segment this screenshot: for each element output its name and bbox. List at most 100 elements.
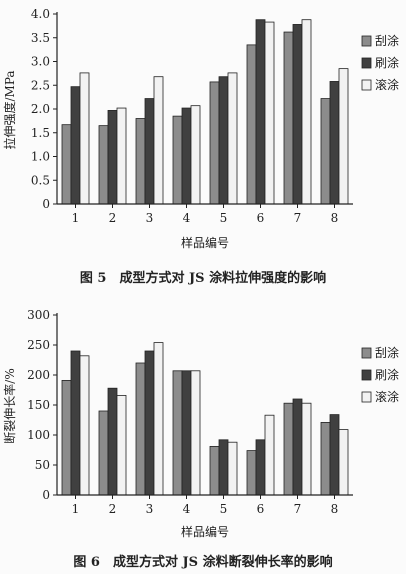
- x-tick-label: 2: [109, 211, 117, 225]
- y-tick-label: 0.5: [31, 173, 50, 187]
- bar-刷涂-8: [329, 414, 340, 496]
- bar-滚涂-7: [301, 402, 312, 496]
- bar-滚涂-8: [338, 68, 349, 205]
- x-tick-label: 8: [331, 502, 339, 516]
- bar-刷涂-4: [181, 107, 192, 205]
- legend-swatch-刷涂: [361, 57, 372, 69]
- bar-刮涂-8: [320, 421, 331, 496]
- bar-刷涂-1: [70, 350, 81, 496]
- bar-刷涂-5: [218, 439, 229, 496]
- bar-刮涂-4: [172, 115, 183, 205]
- bar-刷涂-3: [144, 350, 155, 496]
- y-tick-label: 2.5: [31, 78, 50, 92]
- bar-刮涂-2: [98, 125, 109, 205]
- bar-滚涂-4: [190, 105, 201, 205]
- bar-滚涂-4: [190, 370, 201, 496]
- y-tick-label: 50: [35, 458, 50, 472]
- y-axis-label: 拉伸强度/MPa: [2, 70, 17, 149]
- bar-刮涂-1: [61, 124, 72, 205]
- legend-label-刷涂: 刷涂: [375, 55, 399, 70]
- bar-刮涂-5: [209, 81, 220, 205]
- bar-滚涂-1: [79, 72, 90, 205]
- x-tick-label: 2: [109, 502, 117, 516]
- bar-刮涂-6: [246, 44, 257, 205]
- x-tick-label: 4: [183, 211, 191, 225]
- bar-刮涂-5: [209, 445, 220, 496]
- bar-刮涂-1: [61, 379, 72, 496]
- y-tick-label: 0: [42, 488, 50, 502]
- x-tick-label: 3: [146, 502, 154, 516]
- x-tick-label: 7: [294, 211, 302, 225]
- legend-swatch-滚涂: [361, 79, 372, 91]
- figure-caption: 图 5 成型方式对 JS 涂料拉伸强度的影响: [80, 270, 326, 286]
- x-tick-label: 1: [72, 211, 80, 225]
- bar-刷涂-7: [292, 398, 303, 496]
- bar-刮涂-3: [135, 118, 146, 205]
- bar-刷涂-1: [70, 86, 81, 205]
- x-tick-label: 1: [72, 502, 80, 516]
- y-tick-label: 100: [27, 428, 50, 442]
- legend-label-刮涂: 刮涂: [375, 345, 399, 360]
- legend-label-刷涂: 刷涂: [375, 367, 399, 382]
- y-tick-label: 0: [42, 197, 50, 211]
- bar-刮涂-2: [98, 410, 109, 496]
- x-tick-label: 6: [257, 502, 265, 516]
- y-tick-label: 1.0: [31, 150, 50, 164]
- legend-swatch-刷涂: [361, 369, 372, 381]
- legend-label-滚涂: 滚涂: [375, 389, 399, 404]
- bar-滚涂-2: [116, 107, 127, 205]
- bar-滚涂-6: [264, 414, 275, 496]
- y-tick-label: 1.5: [31, 126, 50, 140]
- x-tick-label: 4: [183, 502, 191, 516]
- bar-刷涂-4: [181, 370, 192, 496]
- x-axis-label: 样品编号: [181, 235, 229, 250]
- legend-label-滚涂: 滚涂: [375, 77, 399, 92]
- bar-刮涂-8: [320, 98, 331, 205]
- y-tick-label: 250: [27, 338, 50, 352]
- bar-刷涂-3: [144, 98, 155, 205]
- chart-tensile-strength: 0 0.5 1.0 1.5 2.0 2.5 3.0 3.5 4.0 1 2 3 4 5 6 7 8 样品编号 拉伸强…: [2, 7, 399, 286]
- legend-label-刮涂: 刮涂: [375, 33, 399, 48]
- y-tick-label: 4.0: [31, 7, 50, 21]
- y-tick-label: 150: [27, 398, 50, 412]
- x-tick-label: 5: [220, 502, 228, 516]
- figure-caption: 图 6 成型方式对 JS 涂料断裂伸长率的影响: [73, 554, 332, 570]
- y-tick-label: 2.0: [31, 102, 50, 116]
- bar-刷涂-2: [107, 387, 118, 496]
- bar-刷涂-6: [255, 439, 266, 496]
- bar-刷涂-5: [218, 76, 229, 205]
- bar-刷涂-8: [329, 81, 340, 205]
- bar-滚涂-7: [301, 19, 312, 205]
- x-tick-label: 7: [294, 502, 302, 516]
- bar-滚涂-3: [153, 76, 164, 205]
- y-tick-label: 3.5: [31, 31, 50, 45]
- bar-滚涂-5: [227, 441, 238, 496]
- y-tick-label: 3.0: [31, 55, 50, 69]
- x-tick-label: 8: [331, 211, 339, 225]
- legend-swatch-刮涂: [361, 35, 372, 47]
- bar-刮涂-3: [135, 362, 146, 496]
- bar-刷涂-7: [292, 24, 303, 205]
- legend-swatch-刮涂: [361, 347, 372, 359]
- bar-刮涂-4: [172, 370, 183, 496]
- x-tick-label: 3: [146, 211, 154, 225]
- legend-swatch-滚涂: [361, 391, 372, 403]
- bar-刮涂-6: [246, 450, 257, 496]
- x-axis-label: 样品编号: [181, 524, 229, 539]
- bar-刷涂-6: [255, 19, 266, 205]
- bar-滚涂-3: [153, 342, 164, 496]
- bar-滚涂-6: [264, 21, 275, 205]
- y-axis-label: 断裂伸长率/%: [2, 368, 17, 443]
- bar-滚涂-2: [116, 394, 127, 496]
- bar-滚涂-1: [79, 355, 90, 496]
- y-tick-label: 300: [27, 308, 50, 322]
- bar-刮涂-7: [283, 31, 294, 205]
- chart-elongation-at-break: 0 50 100 150 200 250 300 1 2 3 4 5 6 7 8 样品编号 断裂伸长率/% 刮涂刷…: [2, 308, 399, 570]
- bar-滚涂-5: [227, 72, 238, 205]
- x-tick-label: 5: [220, 211, 228, 225]
- bar-滚涂-8: [338, 429, 349, 496]
- bar-刷涂-2: [107, 110, 118, 205]
- x-tick-label: 6: [257, 211, 265, 225]
